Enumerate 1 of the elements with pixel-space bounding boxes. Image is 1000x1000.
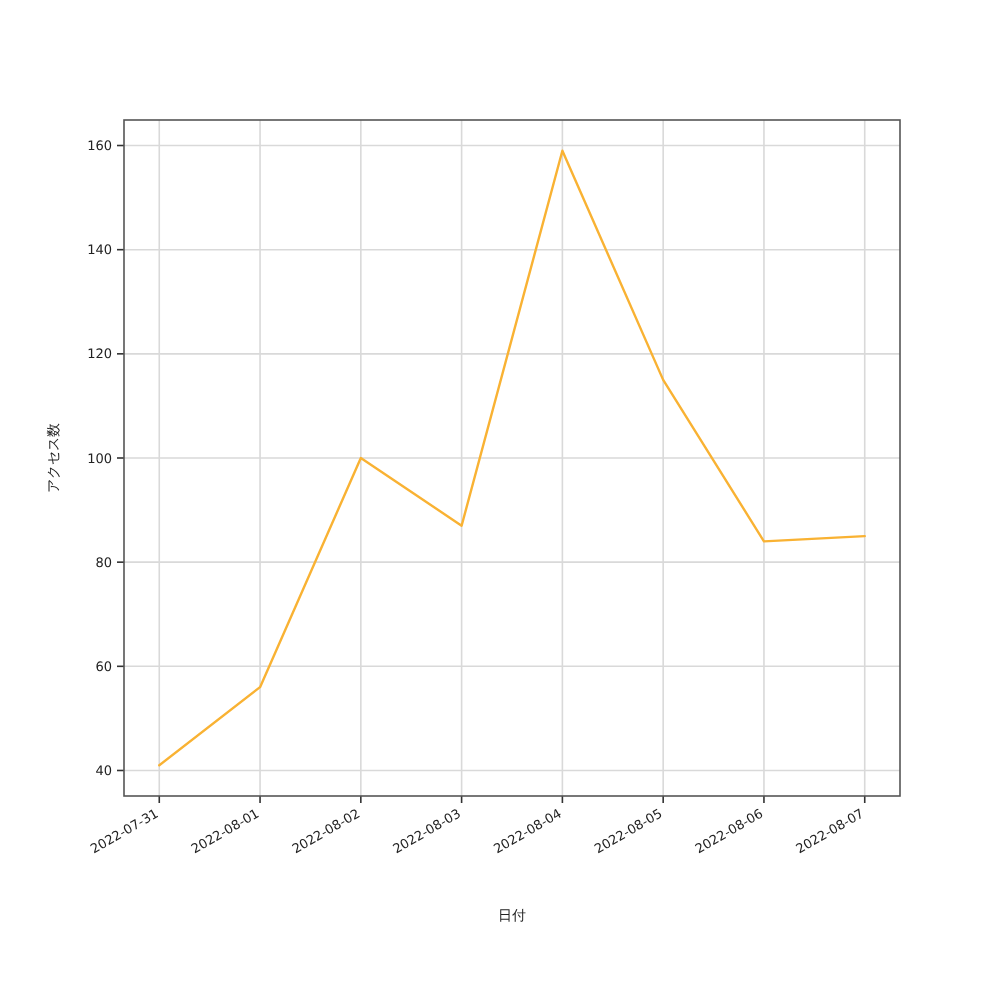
line-series <box>158 149 866 767</box>
